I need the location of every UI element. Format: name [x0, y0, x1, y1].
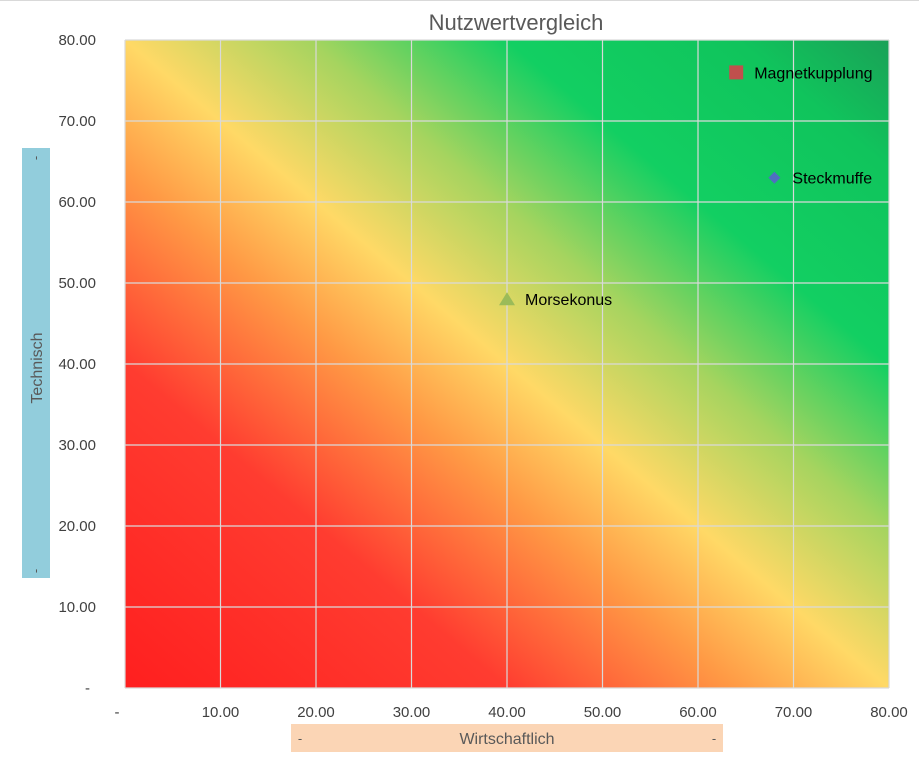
- x-axis-title-box: [291, 724, 723, 752]
- y-axis-title: Technisch: [29, 332, 46, 403]
- y-axis-title-marker-bottom: -: [28, 569, 43, 573]
- y-axis-title-marker-top: -: [28, 156, 43, 160]
- y-tick-label: -: [85, 680, 90, 697]
- x-tick-label: 30.00: [393, 704, 431, 721]
- data-point-morsekonus: [499, 292, 515, 306]
- data-point-magnetkupplung: [729, 65, 744, 80]
- x-tick-label: 40.00: [488, 704, 526, 721]
- data-point-steckmuffe: [768, 171, 781, 184]
- x-axis-title: Wirtschaftlich: [459, 731, 554, 748]
- data-label-steckmuffe: Steckmuffe: [792, 171, 872, 188]
- x-tick-label: 60.00: [679, 704, 717, 721]
- y-tick-label: 50.00: [58, 275, 96, 292]
- y-tick-label: 30.00: [58, 437, 96, 454]
- tick-labels: - 10.00 20.00 30.00 40.00 50.00 60.00 70.00 80.0…: [58, 32, 907, 721]
- x-tick-label: 20.00: [297, 704, 335, 721]
- y-tick-label: 10.00: [58, 599, 96, 616]
- x-tick-label: -: [115, 704, 120, 721]
- x-tick-label: 10.00: [202, 704, 240, 721]
- y-tick-label: 40.00: [58, 356, 96, 373]
- x-tick-label: 50.00: [584, 704, 622, 721]
- y-axis-title-box: [22, 148, 50, 578]
- x-axis-title-marker-left: -: [298, 731, 302, 746]
- x-axis-title-marker-right: -: [712, 731, 716, 746]
- y-tick-label: 20.00: [58, 518, 96, 535]
- x-tick-label: 70.00: [775, 704, 813, 721]
- y-tick-label: 60.00: [58, 194, 96, 211]
- y-tick-label: 70.00: [58, 113, 96, 130]
- data-points: Magnetkupplung Steckmuffe Morsekonus: [499, 65, 873, 309]
- x-tick-label: 80.00: [870, 704, 908, 721]
- chart-title: Nutzwertvergleich: [429, 10, 604, 35]
- gridlines: [124, 39, 890, 689]
- data-label-magnetkupplung: Magnetkupplung: [754, 65, 872, 82]
- data-label-morsekonus: Morsekonus: [525, 292, 612, 309]
- y-tick-label: 80.00: [58, 32, 96, 49]
